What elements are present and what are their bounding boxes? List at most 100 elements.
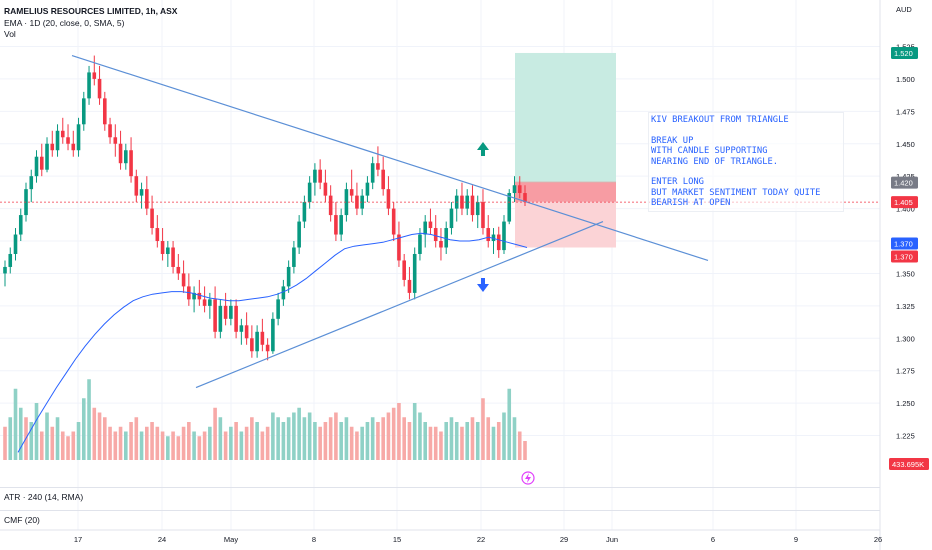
candle-body	[118, 143, 123, 164]
price-badge-label: 1.405	[894, 198, 913, 207]
time-tick-label: 6	[711, 535, 715, 544]
volume-bar	[302, 417, 307, 460]
candle-body	[507, 193, 512, 222]
volume-bar	[87, 379, 91, 460]
time-tick-label: 22	[477, 535, 485, 544]
volume-bar	[465, 422, 470, 460]
price-badge	[891, 196, 918, 209]
candle-body	[160, 241, 165, 254]
arrow-down-icon[interactable]	[477, 278, 489, 292]
ema-line[interactable]	[17, 232, 528, 453]
pane-divider[interactable]	[0, 510, 880, 511]
triangle-lower-trendline[interactable]	[195, 221, 604, 389]
candle-body	[276, 299, 280, 319]
volume-bar	[334, 412, 338, 460]
long-position-tool[interactable]	[515, 52, 616, 248]
volume-bar	[271, 412, 275, 460]
annotation-line: BEARISH AT OPEN	[651, 198, 731, 209]
price-badge-label: 1.520	[894, 49, 913, 58]
volume-bar	[8, 417, 13, 460]
volume-bar	[55, 417, 60, 460]
volume-bar	[418, 412, 422, 460]
volume-bar	[181, 426, 186, 460]
candle-body	[176, 266, 181, 274]
time-axis[interactable]: 17 24 May 8 15 22 29 Jun 6 9 26	[74, 535, 882, 544]
symbol-title[interactable]: RAMELIUS RESOURCES LIMITED, 1h, ASX	[4, 6, 178, 16]
candle-body	[496, 234, 501, 251]
candle-body	[349, 189, 354, 196]
candle-body	[244, 325, 249, 339]
candle-body	[376, 163, 380, 170]
volume-bar	[292, 412, 296, 460]
triangle-upper-trendline[interactable]	[71, 54, 709, 262]
cmf-legend[interactable]: CMF (20)	[4, 515, 40, 525]
candle-body	[328, 195, 333, 216]
volume-bar	[255, 422, 259, 460]
time-tick-label: May	[224, 535, 238, 544]
long-target-zone[interactable]	[515, 52, 616, 183]
candle-body	[171, 247, 175, 267]
volume-legend[interactable]: Vol	[4, 29, 16, 39]
candle-body	[139, 189, 144, 196]
volume-bar	[439, 431, 443, 460]
price-tick-label: 1.300	[896, 334, 915, 343]
candle-body	[181, 273, 186, 287]
volume-bar	[139, 431, 144, 460]
candle-body	[286, 266, 291, 287]
currency-label: AUD	[896, 5, 912, 14]
volume-bar	[13, 388, 18, 460]
ema-legend[interactable]: EMA · 1D (20, close, 0, SMA, 5)	[4, 18, 125, 28]
annotation-line: NEARING END OF TRIANGLE.	[651, 156, 779, 167]
candle-body	[39, 156, 44, 170]
candle-body	[360, 195, 364, 209]
candle-body	[334, 215, 338, 235]
candle-body	[381, 169, 385, 190]
volume-bar	[313, 422, 317, 460]
candle-body	[365, 182, 370, 196]
candle-body	[87, 72, 91, 99]
volume-bar	[412, 403, 417, 460]
volume-bar	[423, 422, 428, 460]
volume-bar	[444, 422, 449, 460]
volume-bar	[234, 422, 238, 460]
pane-divider[interactable]	[0, 487, 880, 488]
volume-bar	[250, 417, 254, 460]
volume-bar	[496, 422, 501, 460]
candle-body	[76, 124, 81, 151]
time-tick-label: 29	[560, 535, 568, 544]
lightning-icon[interactable]	[521, 471, 535, 485]
candle-body	[208, 299, 212, 306]
candle-body	[433, 228, 438, 242]
volume-bar	[323, 422, 328, 460]
volume-bar	[339, 422, 343, 460]
price-tick-label: 1.500	[896, 75, 915, 84]
volume-bar	[45, 412, 49, 460]
candle-body	[523, 193, 527, 203]
candle-body	[55, 130, 60, 151]
time-tick-label: 9	[794, 535, 798, 544]
price-badge	[891, 46, 918, 59]
candle-body	[370, 163, 375, 183]
volume-bar	[97, 412, 102, 460]
price-tick-label: 1.250	[896, 399, 915, 408]
candle-body	[260, 331, 265, 345]
price-tick-label: 1.325	[896, 302, 915, 311]
volume-bar	[286, 417, 291, 460]
text-annotation[interactable]: KIV BREAKOUT FROM TRIANGLE BREAK UP WITH…	[648, 112, 844, 212]
volume-bar	[50, 426, 55, 460]
candle-body	[449, 208, 454, 229]
volume-bar	[113, 431, 118, 460]
volume-bar	[150, 422, 154, 460]
candle-body	[223, 305, 228, 319]
volume-bar	[386, 412, 391, 460]
volume-badge	[889, 458, 929, 470]
candle-body	[407, 279, 412, 293]
annotation-line: ENTER LONG	[651, 177, 704, 188]
candle-body	[475, 202, 480, 216]
volume-bar	[145, 426, 149, 460]
annotation-line: KIV BREAKOUT FROM TRIANGLE	[651, 115, 789, 125]
volume-bar	[202, 431, 207, 460]
atr-legend[interactable]: ATR · 240 (14, RMA)	[4, 492, 84, 502]
arrow-up-icon[interactable]	[477, 142, 489, 156]
